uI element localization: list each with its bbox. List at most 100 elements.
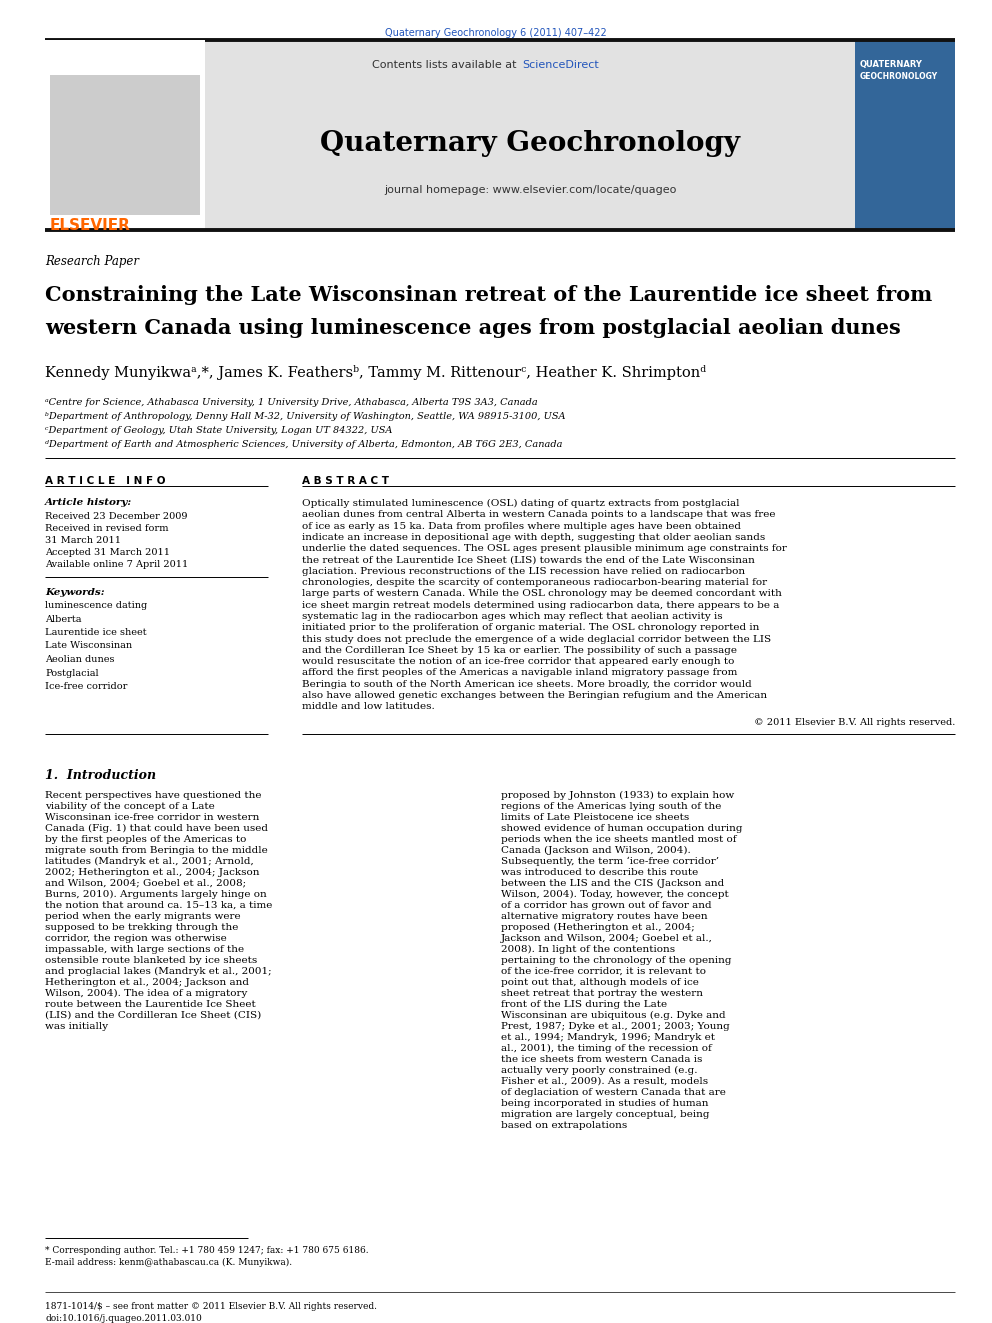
- Text: Late Wisconsinan: Late Wisconsinan: [45, 642, 132, 651]
- Text: proposed (Hetherington et al., 2004;: proposed (Hetherington et al., 2004;: [501, 922, 694, 931]
- Text: of ice as early as 15 ka. Data from profiles where multiple ages have been obtai: of ice as early as 15 ka. Data from prof…: [302, 521, 741, 531]
- Text: Recent perspectives have questioned the: Recent perspectives have questioned the: [45, 791, 262, 799]
- Text: indicate an increase in depositional age with depth, suggesting that older aeoli: indicate an increase in depositional age…: [302, 533, 765, 542]
- Text: point out that, although models of ice: point out that, although models of ice: [501, 978, 699, 987]
- Text: this study does not preclude the emergence of a wide deglacial corridor between : this study does not preclude the emergen…: [302, 635, 771, 643]
- Text: 2008). In light of the contentions: 2008). In light of the contentions: [501, 945, 676, 954]
- Text: Aeolian dunes: Aeolian dunes: [45, 655, 114, 664]
- Text: aeolian dunes from central Alberta in western Canada points to a landscape that : aeolian dunes from central Alberta in we…: [302, 511, 776, 520]
- Text: impassable, with large sections of the: impassable, with large sections of the: [45, 945, 244, 954]
- Text: would resuscitate the notion of an ice-free corridor that appeared early enough : would resuscitate the notion of an ice-f…: [302, 658, 734, 667]
- Text: was initially: was initially: [45, 1021, 108, 1031]
- Text: Keywords:: Keywords:: [45, 587, 104, 597]
- Bar: [205, 40, 855, 230]
- Text: Received 23 December 2009: Received 23 December 2009: [45, 512, 187, 521]
- Text: ostensible route blanketed by ice sheets: ostensible route blanketed by ice sheets: [45, 955, 257, 964]
- Text: Canada (Fig. 1) that could have been used: Canada (Fig. 1) that could have been use…: [45, 824, 268, 832]
- Text: ScienceDirect: ScienceDirect: [522, 60, 599, 70]
- Text: western Canada using luminescence ages from postglacial aeolian dunes: western Canada using luminescence ages f…: [45, 318, 901, 337]
- Text: between the LIS and the CIS (Jackson and: between the LIS and the CIS (Jackson and: [501, 878, 724, 888]
- Text: journal homepage: www.elsevier.com/locate/quageo: journal homepage: www.elsevier.com/locat…: [384, 185, 677, 194]
- Text: latitudes (Mandryk et al., 2001; Arnold,: latitudes (Mandryk et al., 2001; Arnold,: [45, 857, 254, 865]
- Text: 2002; Hetherington et al., 2004; Jackson: 2002; Hetherington et al., 2004; Jackson: [45, 868, 260, 877]
- Text: Article history:: Article history:: [45, 497, 132, 507]
- Text: underlie the dated sequences. The OSL ages present plausible minimum age constra: underlie the dated sequences. The OSL ag…: [302, 544, 787, 553]
- Text: based on extrapolations: based on extrapolations: [501, 1121, 627, 1130]
- Text: ice sheet margin retreat models determined using radiocarbon data, there appears: ice sheet margin retreat models determin…: [302, 601, 780, 610]
- Text: Optically stimulated luminescence (OSL) dating of quartz extracts from postglaci: Optically stimulated luminescence (OSL) …: [302, 499, 739, 508]
- Text: Wilson, 2004). The idea of a migratory: Wilson, 2004). The idea of a migratory: [45, 988, 247, 998]
- Text: Prest, 1987; Dyke et al., 2001; 2003; Young: Prest, 1987; Dyke et al., 2001; 2003; Yo…: [501, 1021, 730, 1031]
- Text: limits of Late Pleistocene ice sheets: limits of Late Pleistocene ice sheets: [501, 812, 689, 822]
- Text: 1871-1014/$ – see front matter © 2011 Elsevier B.V. All rights reserved.: 1871-1014/$ – see front matter © 2011 El…: [45, 1302, 377, 1311]
- Text: sheet retreat that portray the western: sheet retreat that portray the western: [501, 988, 703, 998]
- Text: viability of the concept of a Late: viability of the concept of a Late: [45, 802, 214, 811]
- Text: Quaternary Geochronology: Quaternary Geochronology: [320, 130, 740, 157]
- Text: Fisher et al., 2009). As a result, models: Fisher et al., 2009). As a result, model…: [501, 1077, 708, 1086]
- Text: and the Cordilleran Ice Sheet by 15 ka or earlier. The possibility of such a pas: and the Cordilleran Ice Sheet by 15 ka o…: [302, 646, 737, 655]
- Text: Laurentide ice sheet: Laurentide ice sheet: [45, 628, 147, 636]
- Text: doi:10.1016/j.quageo.2011.03.010: doi:10.1016/j.quageo.2011.03.010: [45, 1314, 201, 1323]
- Text: glaciation. Previous reconstructions of the LIS recession have relied on radioca: glaciation. Previous reconstructions of …: [302, 566, 745, 576]
- Text: ELSEVIER: ELSEVIER: [50, 218, 131, 233]
- Text: the ice sheets from western Canada is: the ice sheets from western Canada is: [501, 1054, 702, 1064]
- Text: © 2011 Elsevier B.V. All rights reserved.: © 2011 Elsevier B.V. All rights reserved…: [754, 717, 955, 726]
- Text: of a corridor has grown out of favor and: of a corridor has grown out of favor and: [501, 901, 711, 910]
- Text: Subsequently, the term ‘ice-free corridor’: Subsequently, the term ‘ice-free corrido…: [501, 857, 719, 867]
- Text: Received in revised form: Received in revised form: [45, 524, 169, 533]
- Text: al., 2001), the timing of the recession of: al., 2001), the timing of the recession …: [501, 1044, 711, 1053]
- Text: chronologies, despite the scarcity of contemporaneous radiocarbon-bearing materi: chronologies, despite the scarcity of co…: [302, 578, 767, 587]
- Text: Available online 7 April 2011: Available online 7 April 2011: [45, 560, 188, 569]
- Text: pertaining to the chronology of the opening: pertaining to the chronology of the open…: [501, 955, 731, 964]
- Text: ᵈDepartment of Earth and Atmospheric Sciences, University of Alberta, Edmonton, : ᵈDepartment of Earth and Atmospheric Sci…: [45, 441, 562, 448]
- Text: migrate south from Beringia to the middle: migrate south from Beringia to the middl…: [45, 845, 268, 855]
- Text: Wilson, 2004). Today, however, the concept: Wilson, 2004). Today, however, the conce…: [501, 889, 729, 898]
- Text: afford the first peoples of the Americas a navigable inland migratory passage fr: afford the first peoples of the Americas…: [302, 668, 737, 677]
- Text: migration are largely conceptual, being: migration are largely conceptual, being: [501, 1110, 709, 1119]
- Text: Accepted 31 March 2011: Accepted 31 March 2011: [45, 548, 170, 557]
- Text: Jackson and Wilson, 2004; Goebel et al.,: Jackson and Wilson, 2004; Goebel et al.,: [501, 934, 713, 943]
- Text: large parts of western Canada. While the OSL chronology may be deemed concordant: large parts of western Canada. While the…: [302, 590, 782, 598]
- Text: et al., 1994; Mandryk, 1996; Mandryk et: et al., 1994; Mandryk, 1996; Mandryk et: [501, 1033, 715, 1041]
- Text: GEOCHRONOLOGY: GEOCHRONOLOGY: [860, 71, 938, 81]
- Text: 31 March 2011: 31 March 2011: [45, 536, 121, 545]
- Text: * Corresponding author. Tel.: +1 780 459 1247; fax: +1 780 675 6186.: * Corresponding author. Tel.: +1 780 459…: [45, 1246, 369, 1256]
- Text: of deglaciation of western Canada that are: of deglaciation of western Canada that a…: [501, 1088, 726, 1097]
- Text: initiated prior to the proliferation of organic material. The OSL chronology rep: initiated prior to the proliferation of …: [302, 623, 759, 632]
- Bar: [50, 75, 200, 216]
- Text: was introduced to describe this route: was introduced to describe this route: [501, 868, 698, 877]
- Text: Canada (Jackson and Wilson, 2004).: Canada (Jackson and Wilson, 2004).: [501, 845, 690, 855]
- Text: E-mail address: kenm@athabascau.ca (K. Munyikwa).: E-mail address: kenm@athabascau.ca (K. M…: [45, 1258, 292, 1267]
- Text: Wisconsinan ice-free corridor in western: Wisconsinan ice-free corridor in western: [45, 812, 259, 822]
- Text: and proglacial lakes (Mandryk et al., 2001;: and proglacial lakes (Mandryk et al., 20…: [45, 967, 272, 976]
- Text: luminescence dating: luminescence dating: [45, 601, 147, 610]
- Text: actually very poorly constrained (e.g.: actually very poorly constrained (e.g.: [501, 1066, 697, 1074]
- Bar: [855, 40, 955, 230]
- Text: showed evidence of human occupation during: showed evidence of human occupation duri…: [501, 824, 742, 832]
- Text: Beringia to south of the North American ice sheets. More broadly, the corridor w: Beringia to south of the North American …: [302, 680, 752, 689]
- Text: A B S T R A C T: A B S T R A C T: [302, 476, 389, 486]
- Text: being incorporated in studies of human: being incorporated in studies of human: [501, 1098, 708, 1107]
- Text: ᶜDepartment of Geology, Utah State University, Logan UT 84322, USA: ᶜDepartment of Geology, Utah State Unive…: [45, 426, 393, 435]
- Text: period when the early migrants were: period when the early migrants were: [45, 912, 241, 921]
- Text: Wisconsinan are ubiquitous (e.g. Dyke and: Wisconsinan are ubiquitous (e.g. Dyke an…: [501, 1011, 725, 1020]
- Text: QUATERNARY: QUATERNARY: [860, 60, 923, 69]
- Text: regions of the Americas lying south of the: regions of the Americas lying south of t…: [501, 802, 721, 811]
- Text: Research Paper: Research Paper: [45, 255, 139, 269]
- Text: the notion that around ca. 15–13 ka, a time: the notion that around ca. 15–13 ka, a t…: [45, 901, 273, 910]
- Text: alternative migratory routes have been: alternative migratory routes have been: [501, 912, 707, 921]
- Text: Hetherington et al., 2004; Jackson and: Hetherington et al., 2004; Jackson and: [45, 978, 249, 987]
- Text: by the first peoples of the Americas to: by the first peoples of the Americas to: [45, 835, 246, 844]
- Text: systematic lag in the radiocarbon ages which may reflect that aeolian activity i: systematic lag in the radiocarbon ages w…: [302, 613, 722, 620]
- Text: supposed to be trekking through the: supposed to be trekking through the: [45, 922, 238, 931]
- Text: Ice-free corridor: Ice-free corridor: [45, 681, 127, 691]
- Text: middle and low latitudes.: middle and low latitudes.: [302, 703, 434, 712]
- Text: A R T I C L E   I N F O: A R T I C L E I N F O: [45, 476, 166, 486]
- Text: also have allowed genetic exchanges between the Beringian refugium and the Ameri: also have allowed genetic exchanges betw…: [302, 691, 767, 700]
- Text: 1.  Introduction: 1. Introduction: [45, 769, 156, 782]
- Text: Quaternary Geochronology 6 (2011) 407–422: Quaternary Geochronology 6 (2011) 407–42…: [385, 28, 607, 38]
- Text: ᵇDepartment of Anthropology, Denny Hall M-32, University of Washington, Seattle,: ᵇDepartment of Anthropology, Denny Hall …: [45, 411, 565, 421]
- Text: of the ice-free corridor, it is relevant to: of the ice-free corridor, it is relevant…: [501, 967, 706, 975]
- Text: Kennedy Munyikwaᵃ,*, James K. Feathersᵇ, Tammy M. Rittenourᶜ, Heather K. Shrimpt: Kennedy Munyikwaᵃ,*, James K. Feathersᵇ,…: [45, 365, 706, 380]
- Text: the retreat of the Laurentide Ice Sheet (LIS) towards the end of the Late Wiscon: the retreat of the Laurentide Ice Sheet …: [302, 556, 755, 565]
